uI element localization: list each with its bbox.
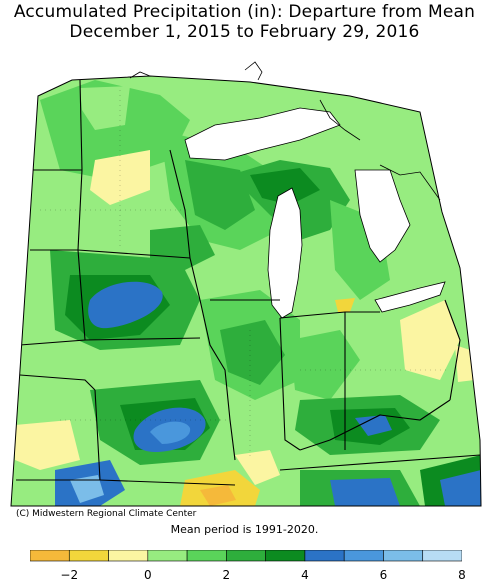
legend-bin-1 (68, 550, 109, 562)
dry-nw (90, 150, 150, 205)
wet-tn-2 (440, 470, 481, 506)
legend-bin-6 (265, 550, 306, 562)
title-line-2: December 1, 2015 to February 29, 2016 (69, 22, 420, 42)
legend-tick-label: 0 (143, 568, 152, 582)
legend-bin-2 (108, 550, 149, 562)
county-lines (40, 90, 450, 460)
border-mississippi (189, 257, 236, 461)
title-line-1: Accumulated Precipitation (in): Departur… (13, 2, 476, 22)
legend-bin-9 (383, 550, 424, 562)
map-frame (10, 75, 482, 507)
legend-bin-0 (30, 550, 70, 562)
band-in (290, 330, 360, 400)
dry-ar-2 (200, 485, 236, 506)
coast-4 (379, 164, 441, 201)
border-tn-north (279, 454, 481, 471)
border-ks-north (19, 374, 96, 391)
mean-period-note: Mean period is 1991-2020. (170, 523, 319, 536)
border-oh-east (444, 299, 461, 401)
band-wi (150, 225, 215, 270)
legend-bin-5 (226, 550, 266, 562)
legend-tick-label: 2 (222, 568, 231, 582)
legend-tick-label: −2 (60, 568, 79, 582)
color-legend (30, 550, 462, 562)
wet-ky (355, 415, 392, 436)
dry-sw (15, 420, 80, 470)
credit-label: (C) Midwestern Regional Climate Center (14, 509, 199, 519)
band-nw-2 (80, 86, 130, 130)
legend-bin-10 (422, 550, 462, 562)
lake-michigan (267, 187, 303, 319)
band-il-2 (220, 320, 285, 385)
legend-bin-8 (343, 550, 384, 562)
departure-field (11, 76, 481, 506)
lake-erie (374, 281, 446, 313)
state-borders (16, 79, 481, 486)
border-ohio-river (299, 399, 451, 451)
legend-bin-7 (304, 550, 345, 562)
legend-tick-label: 4 (301, 568, 309, 582)
border-ia-south (84, 337, 201, 341)
dry-oh-2 (335, 298, 355, 312)
legend-bin-3 (147, 550, 188, 562)
lake-huron (354, 169, 411, 263)
lake-superior (184, 107, 341, 161)
wet-mo-2 (150, 421, 191, 444)
dry-oh (400, 300, 460, 380)
coast-3 (319, 99, 361, 141)
band-up-2 (250, 168, 320, 205)
canada-coast (129, 61, 441, 201)
wet-sw-2 (70, 475, 104, 503)
border-mi-south (279, 311, 380, 319)
dry-ar-3 (235, 450, 280, 485)
band-nw-1 (40, 80, 190, 180)
border-mo-south (99, 479, 236, 486)
legend-tick-label: 8 (458, 568, 466, 582)
wet-tn (330, 478, 400, 506)
wet-ia (88, 281, 163, 329)
legend-tick-label: 6 (379, 568, 388, 582)
legend-bin-4 (186, 550, 227, 562)
border-il-in (279, 317, 301, 451)
coast-2 (244, 61, 263, 81)
coast-1 (129, 71, 151, 79)
